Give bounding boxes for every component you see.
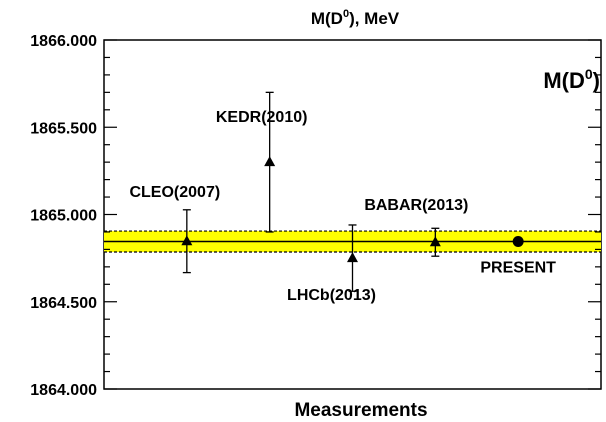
point-label: BABAR(2013): [364, 197, 468, 214]
data-point: LHCb(2013): [287, 224, 376, 304]
y-tick-label: 1866.000: [30, 33, 97, 50]
point-label: CLEO(2007): [129, 184, 220, 201]
y-tick-label: 1865.500: [30, 120, 97, 137]
data-point: PRESENT: [480, 236, 556, 277]
x-axis-label: Measurements: [294, 400, 427, 421]
triangle-marker: [429, 236, 441, 247]
y-axis: 1864.000 1864.500 1865.000 1865.500 1866.000: [30, 33, 601, 399]
y-tick-label: 1865.000: [30, 208, 97, 225]
data-point: BABAR(2013): [364, 197, 468, 257]
point-label: PRESENT: [480, 260, 556, 277]
circle-marker: [512, 236, 524, 248]
point-label: LHCb(2013): [287, 287, 376, 304]
chart-title: M(D0), MeV: [311, 8, 400, 28]
point-label: KEDR(2010): [216, 109, 308, 126]
plot-frame: [103, 39, 602, 390]
triangle-marker: [264, 156, 276, 167]
triangle-marker: [347, 252, 358, 263]
data-points: CLEO(2007) KEDR(2010) LHCb(2013) BABAR(2013…: [129, 91, 556, 304]
data-point: KEDR(2010): [216, 91, 308, 233]
mass-annotation: M(D0): [543, 66, 600, 93]
y-tick-label: 1864.000: [30, 382, 97, 399]
y-tick-label: 1864.500: [30, 295, 97, 312]
data-point: CLEO(2007): [129, 184, 220, 274]
triangle-marker: [181, 235, 193, 246]
